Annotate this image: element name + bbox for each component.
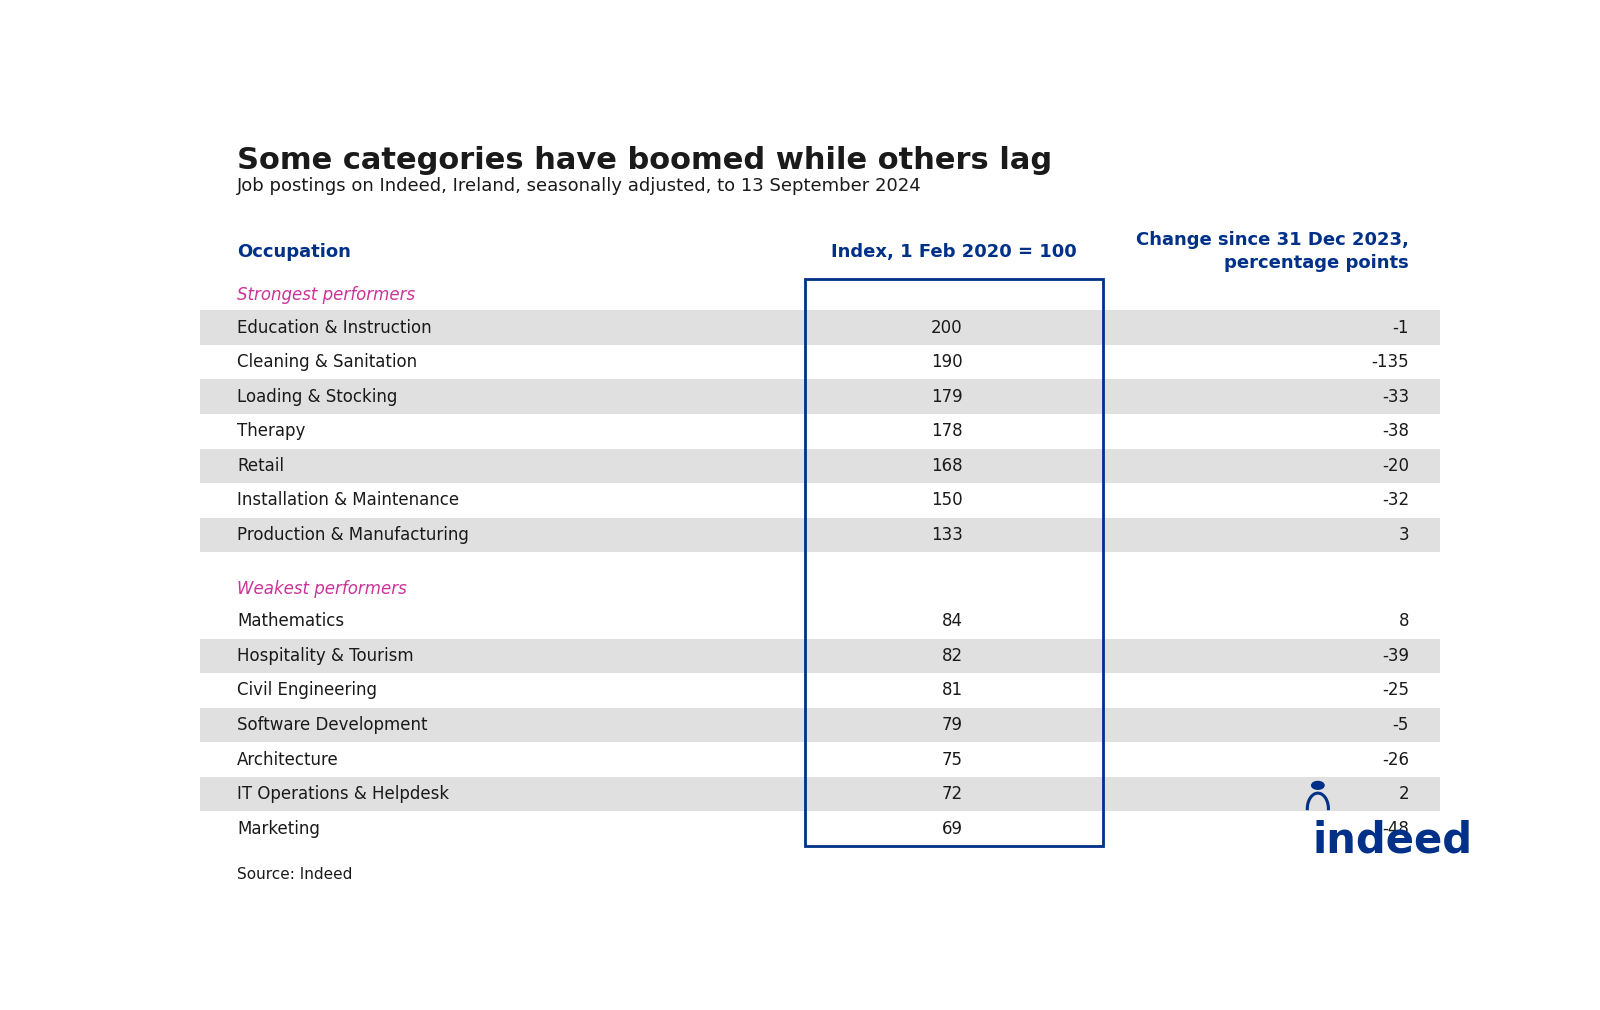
Bar — [200, 552, 1440, 573]
Text: 2: 2 — [1398, 785, 1410, 803]
Bar — [200, 414, 1440, 448]
Text: Change since 31 Dec 2023,
percentage points: Change since 31 Dec 2023, percentage poi… — [1136, 230, 1410, 273]
Text: Occupation: Occupation — [237, 242, 350, 261]
Text: -38: -38 — [1382, 422, 1410, 440]
Text: Architecture: Architecture — [237, 750, 339, 769]
Bar — [200, 518, 1440, 552]
Bar — [200, 742, 1440, 777]
Text: 190: 190 — [931, 354, 963, 371]
Text: 72: 72 — [941, 785, 963, 803]
Text: 81: 81 — [941, 682, 963, 700]
Text: Education & Instruction: Education & Instruction — [237, 318, 432, 336]
Text: -20: -20 — [1382, 457, 1410, 475]
Text: 82: 82 — [941, 647, 963, 665]
Text: Software Development: Software Development — [237, 716, 427, 734]
Text: 69: 69 — [941, 820, 963, 837]
Text: 3: 3 — [1398, 526, 1410, 544]
Bar — [200, 279, 1440, 310]
Text: Weakest performers: Weakest performers — [237, 580, 406, 598]
Bar — [200, 777, 1440, 811]
Text: 168: 168 — [931, 457, 963, 475]
Bar — [200, 573, 1440, 604]
Text: Civil Engineering: Civil Engineering — [237, 682, 378, 700]
Text: indeed: indeed — [1312, 819, 1472, 862]
Bar — [200, 448, 1440, 483]
Text: Some categories have boomed while others lag: Some categories have boomed while others… — [237, 146, 1053, 175]
Text: 133: 133 — [931, 526, 963, 544]
Text: Source: Indeed: Source: Indeed — [237, 867, 352, 882]
Text: -25: -25 — [1382, 682, 1410, 700]
Bar — [805, 279, 1102, 846]
Bar — [200, 483, 1440, 518]
Bar — [200, 310, 1440, 344]
Text: Index, 1 Feb 2020 = 100: Index, 1 Feb 2020 = 100 — [830, 242, 1077, 261]
Text: Production & Manufacturing: Production & Manufacturing — [237, 526, 469, 544]
Text: 75: 75 — [941, 750, 963, 769]
Text: Cleaning & Sanitation: Cleaning & Sanitation — [237, 354, 418, 371]
Text: -1: -1 — [1392, 318, 1410, 336]
Text: Marketing: Marketing — [237, 820, 320, 837]
Text: Retail: Retail — [237, 457, 285, 475]
Text: -26: -26 — [1382, 750, 1410, 769]
Text: IT Operations & Helpdesk: IT Operations & Helpdesk — [237, 785, 450, 803]
Text: 79: 79 — [941, 716, 963, 734]
Text: 84: 84 — [941, 612, 963, 630]
Bar — [200, 604, 1440, 638]
Text: -5: -5 — [1392, 716, 1410, 734]
Text: Job postings on Indeed, Ireland, seasonally adjusted, to 13 September 2024: Job postings on Indeed, Ireland, seasona… — [237, 177, 922, 195]
Text: Therapy: Therapy — [237, 422, 306, 440]
Text: -135: -135 — [1371, 354, 1410, 371]
Text: Hospitality & Tourism: Hospitality & Tourism — [237, 647, 414, 665]
Text: -32: -32 — [1382, 492, 1410, 509]
Text: 200: 200 — [931, 318, 963, 336]
Bar — [200, 638, 1440, 674]
Text: Loading & Stocking: Loading & Stocking — [237, 388, 397, 406]
Text: -48: -48 — [1382, 820, 1410, 837]
Bar — [200, 708, 1440, 742]
Bar — [200, 674, 1440, 708]
Bar — [200, 811, 1440, 846]
Text: 150: 150 — [931, 492, 963, 509]
Circle shape — [1312, 782, 1325, 789]
Bar — [200, 344, 1440, 380]
Text: 8: 8 — [1398, 612, 1410, 630]
Text: -33: -33 — [1382, 388, 1410, 406]
Text: 179: 179 — [931, 388, 963, 406]
Bar — [200, 380, 1440, 414]
Text: -39: -39 — [1382, 647, 1410, 665]
Text: Mathematics: Mathematics — [237, 612, 344, 630]
Text: 178: 178 — [931, 422, 963, 440]
Text: Installation & Maintenance: Installation & Maintenance — [237, 492, 459, 509]
Text: Strongest performers: Strongest performers — [237, 286, 416, 304]
Bar — [200, 224, 1440, 279]
